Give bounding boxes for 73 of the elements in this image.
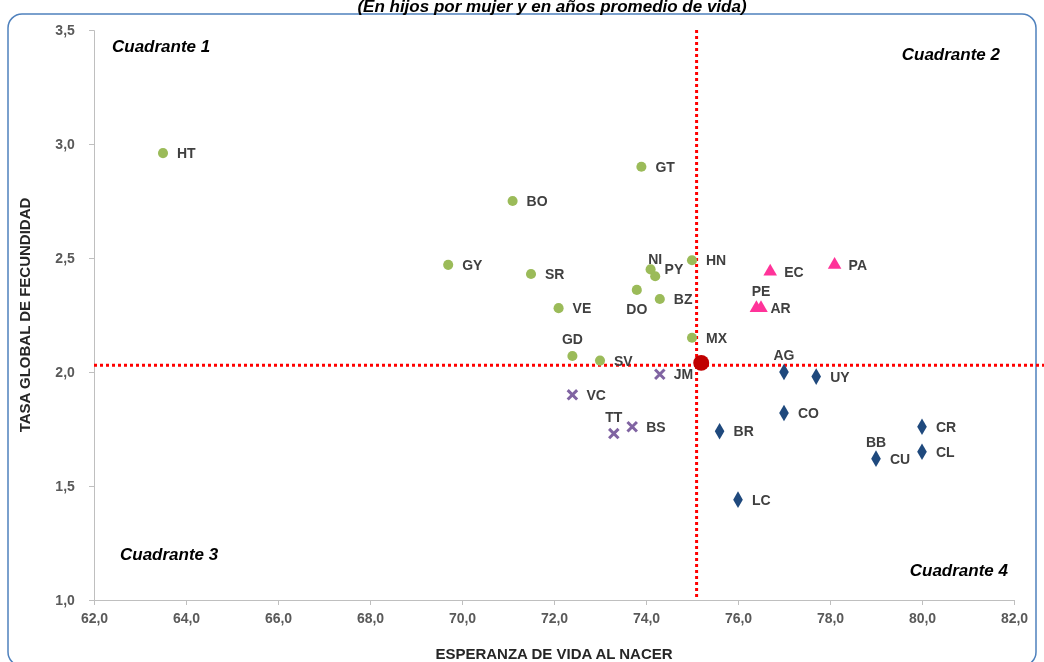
y-tick-label: 1,0	[55, 591, 76, 608]
x-tick-label: 74,0	[632, 610, 661, 627]
annotation: HT	[177, 145, 197, 162]
annotation: UY	[830, 368, 851, 385]
annotation: Cuadrante 2	[901, 45, 1001, 64]
annotation: VE	[572, 300, 592, 317]
annotation: SR	[545, 265, 565, 282]
point	[566, 388, 579, 402]
annotation: JM	[673, 366, 694, 383]
x-tick-label: 72,0	[540, 610, 569, 627]
point	[693, 354, 710, 371]
annotation: PY	[664, 261, 684, 278]
point	[443, 259, 454, 270]
point	[594, 355, 606, 366]
point	[157, 148, 169, 159]
point	[631, 284, 642, 295]
y-tick-label: 2,0	[55, 363, 76, 380]
x-tick-label: 66,0	[264, 610, 293, 627]
point	[607, 427, 621, 440]
annotation: NI	[648, 251, 663, 268]
annotation: PA	[848, 256, 868, 273]
annotation: CU	[890, 450, 911, 467]
annotation: BZ	[673, 291, 693, 308]
x-tick-label: 68,0	[356, 610, 385, 627]
annotation: BS	[646, 418, 666, 435]
annotation: BB	[865, 433, 887, 450]
x-tick-label: 64,0	[172, 610, 201, 627]
point	[567, 351, 578, 362]
annotation: GY	[462, 256, 484, 273]
annotation: VC	[586, 386, 606, 403]
annotation: CO	[798, 405, 820, 422]
annotation: BO	[526, 193, 548, 209]
annotation: TT	[605, 408, 623, 425]
annotation: Cuadrante 1	[112, 37, 211, 56]
point	[636, 161, 647, 172]
y-tick-label: 3,5	[55, 21, 76, 38]
annotation: LC	[752, 491, 771, 508]
annotation: GT	[655, 158, 676, 175]
x-axis-title: ESPERANZA DE VIDA AL NACER	[435, 645, 673, 662]
point	[686, 332, 698, 343]
annotation: AG	[773, 347, 795, 363]
point	[654, 294, 665, 305]
y-axis-title: TASA GLOBAL DE FECUNDIDAD	[16, 197, 33, 433]
x-tick-label: 82,0	[1000, 610, 1029, 627]
y-tick-label: 3,0	[55, 135, 76, 152]
x-tick-label: 70,0	[448, 610, 477, 627]
annotation: GD	[561, 331, 583, 348]
annotation: EC	[784, 263, 804, 280]
point	[553, 303, 564, 314]
annotation: BR	[733, 423, 754, 440]
annotation: SV	[614, 352, 634, 369]
y-tick-label: 1,5	[55, 477, 76, 494]
point	[507, 195, 518, 207]
y-tick-label: 2,5	[55, 249, 76, 266]
annotation: PE	[751, 283, 771, 300]
annotation: MX	[706, 329, 728, 346]
annotation: CR	[936, 418, 957, 435]
point	[686, 255, 698, 266]
x-tick-label: 78,0	[816, 610, 845, 627]
x-tick-label: 80,0	[908, 610, 937, 627]
annotation: DO	[626, 300, 648, 317]
chart-subtitle: (En hijos por mujer y en años promedio de vida)	[357, 0, 747, 16]
x-tick-label: 62,0	[80, 610, 109, 627]
point	[525, 268, 537, 279]
annotation: HN	[706, 252, 727, 269]
annotation: Cuadrante 3	[120, 545, 219, 564]
annotation: AR	[770, 300, 791, 317]
annotation: Cuadrante 4	[909, 561, 1009, 580]
point	[653, 368, 667, 381]
point	[625, 420, 639, 433]
point	[650, 271, 661, 282]
annotation: CL	[936, 443, 956, 460]
x-tick-label: 76,0	[724, 610, 753, 627]
